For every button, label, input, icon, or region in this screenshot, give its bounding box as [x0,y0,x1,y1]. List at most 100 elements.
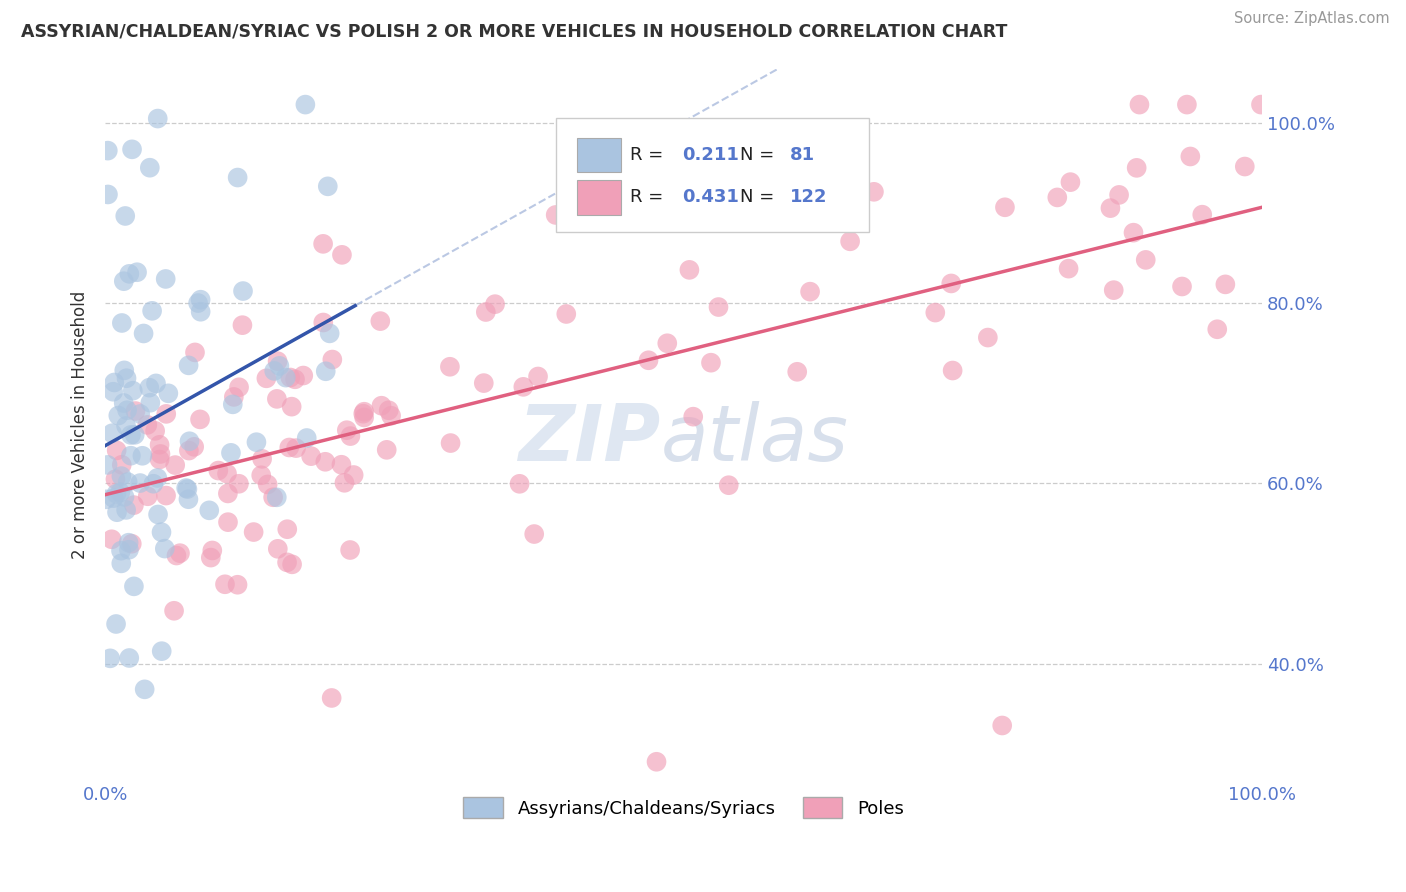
Point [146,112,169,126]
Point [316,179,339,194]
Point [121,537,143,551]
Point [200,550,222,565]
Point [1191,208,1213,222]
Point [124,404,146,418]
Point [107,409,129,423]
Point [155,272,177,286]
Point [353,405,375,419]
Point [380,409,402,423]
Point [562,198,585,212]
Point [368,314,391,328]
Point [101,426,124,441]
Point [163,604,186,618]
Point [125,265,148,279]
Point [118,542,141,557]
Point [250,451,273,466]
Point [645,755,668,769]
Point [110,469,132,483]
Point [141,303,163,318]
Point [121,142,143,156]
Point [977,330,1000,344]
Point [183,440,205,454]
Point [155,407,177,421]
Point [256,477,278,491]
Point [544,208,567,222]
Point [120,449,142,463]
Point [555,307,578,321]
Point [115,371,138,385]
Legend: Assyrians/Chaldeans/Syriacs, Poles: Assyrians/Chaldeans/Syriacs, Poles [456,790,911,825]
Point [120,428,142,442]
Point [115,403,138,417]
Point [226,170,249,185]
Point [343,468,366,483]
Point [104,472,127,486]
Point [352,407,374,421]
Point [131,449,153,463]
Point [153,541,176,556]
Point [110,485,132,500]
Point [278,370,301,384]
Point [222,390,245,404]
Point [115,419,138,434]
Point [1059,175,1081,189]
Text: 81: 81 [790,145,815,164]
Point [228,380,250,394]
Point [142,476,165,491]
Point [198,503,221,517]
Point [994,200,1017,214]
Point [318,326,340,341]
Point [1206,322,1229,336]
Point [105,505,128,519]
Point [226,578,249,592]
Text: N =: N = [740,145,775,164]
Point [276,522,298,536]
Point [262,490,284,504]
Point [184,345,207,359]
Point [370,399,392,413]
Point [269,359,291,373]
Point [1250,97,1272,112]
Point [353,410,375,425]
Point [121,384,143,398]
Point [266,354,288,368]
Point [294,97,316,112]
Point [682,409,704,424]
Point [101,384,124,399]
Point [149,438,172,452]
Point [176,482,198,496]
Point [439,359,461,374]
Point [134,682,156,697]
Point [1057,261,1080,276]
Point [657,336,679,351]
Point [114,209,136,223]
Point [187,296,209,310]
Point [150,525,173,540]
Point [118,651,141,665]
Point [299,449,322,463]
Point [112,274,135,288]
Point [222,397,245,411]
Point [110,557,132,571]
Point [475,305,498,319]
Point [799,285,821,299]
Point [139,395,162,409]
Point [295,431,318,445]
Point [637,353,659,368]
Point [1099,201,1122,215]
Text: R =: R = [630,145,664,164]
Point [924,305,946,319]
Point [177,492,200,507]
Point [1122,226,1144,240]
Point [1102,283,1125,297]
Point [105,617,128,632]
Point [138,381,160,395]
Point [707,300,730,314]
Point [118,267,141,281]
Point [177,359,200,373]
Point [103,376,125,390]
Point [1128,97,1150,112]
Point [1046,190,1069,204]
Point [254,371,277,385]
Point [315,364,337,378]
